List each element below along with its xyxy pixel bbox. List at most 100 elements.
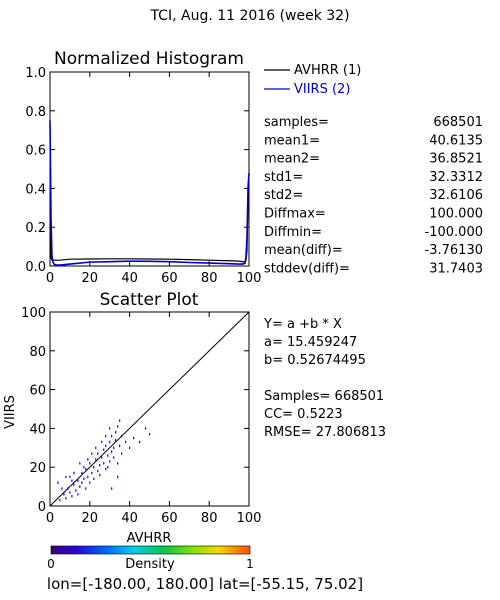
scatter-point <box>97 469 99 473</box>
footer-coordinates: lon=[-180.00, 180.00] lat=[-55.15, 75.02… <box>47 575 363 593</box>
scatter-point <box>89 462 91 465</box>
scatter-point <box>85 467 87 471</box>
stat-label: stddev(diff)= <box>264 261 350 276</box>
scatter-y-tick-label: 100 <box>21 306 46 321</box>
histogram-x-tick-label: 80 <box>201 271 218 286</box>
scatter-y-axis-label: VIIRS <box>3 395 18 429</box>
scatter-stat-line: CC= 0.5223 <box>264 407 343 422</box>
scatter-point <box>65 475 67 479</box>
scatter-x-tick-label: 100 <box>237 511 262 526</box>
histogram-x-tick-label: 0 <box>46 271 54 286</box>
scatter-point <box>115 438 117 442</box>
stat-value: 32.6106 <box>429 188 483 203</box>
scatter-point <box>99 473 101 477</box>
scatter-point <box>105 434 107 438</box>
stat-label: mean(diff)= <box>264 243 343 258</box>
scatter-point <box>109 440 111 444</box>
histogram-legend: AVHRR (1) VIIRS (2) <box>264 63 361 97</box>
scatter-point <box>59 498 61 502</box>
scatter-point <box>105 444 107 448</box>
stat-label: mean2= <box>264 152 320 167</box>
stat-value: 100.000 <box>429 207 483 222</box>
stat-value: 31.7403 <box>429 261 483 276</box>
scatter-title: Scatter Plot <box>100 290 199 310</box>
scatter-y-tick-label: 80 <box>29 345 46 360</box>
scatter-point <box>93 466 95 469</box>
scatter-point <box>95 458 97 461</box>
scatter-point <box>87 475 89 479</box>
stat-label: mean1= <box>264 133 320 148</box>
scatter-point <box>111 434 113 438</box>
histogram-x-tick-label: 40 <box>121 271 138 286</box>
scatter-point <box>105 467 107 471</box>
scatter-point <box>119 444 121 448</box>
histogram-y-tick-label: 0.6 <box>25 144 46 159</box>
scatter-point <box>101 440 103 444</box>
scatter-point <box>77 493 79 496</box>
scatter-point <box>129 446 131 449</box>
histogram-panel: Normalized Histogram AVHRR (1) VIIRS (2)… <box>25 49 483 286</box>
density-colorbar: 0 Density 1 <box>47 545 254 572</box>
scatter-point <box>117 475 119 479</box>
colorbar-label: Density <box>125 557 175 572</box>
scatter-point <box>73 483 75 486</box>
scatter-point <box>77 479 79 482</box>
scatter-point <box>73 471 75 475</box>
scatter-point <box>57 481 59 484</box>
histogram-y-tick-label: 0.4 <box>25 182 46 197</box>
scatter-point <box>91 471 93 475</box>
scatter-point <box>83 477 85 481</box>
histogram-y-tick-label: 0.8 <box>25 105 46 120</box>
stat-value: -100.000 <box>425 225 483 240</box>
histogram-stats: samples= 668501 mean1= 40.6135 mean2= 36.8521… <box>264 115 483 276</box>
scatter-y-tick-label: 0 <box>38 500 46 515</box>
scatter-point <box>121 452 123 455</box>
scatter-y-tick-label: 20 <box>29 461 46 476</box>
scatter-point <box>115 431 117 434</box>
scatter-panel: Scatter Plot AVHRR VIIRS Y= a +b * X a= 1… <box>3 290 386 546</box>
stat-value: 32.3312 <box>429 170 483 185</box>
scatter-x-tick-label: 40 <box>121 511 138 526</box>
scatter-x-axis-label: AVHRR <box>127 531 172 546</box>
scatter-point <box>103 448 105 451</box>
colorbar-max-label: 1 <box>246 557 254 571</box>
stat-label: Diffmax= <box>264 207 326 222</box>
stat-label: samples= <box>264 115 329 130</box>
histogram-y-tick-label: 0.0 <box>25 260 46 275</box>
scatter-point <box>81 471 83 475</box>
scatter-point <box>109 427 111 430</box>
scatter-stat-line: Samples= 668501 <box>264 389 384 404</box>
scatter-point <box>148 433 151 436</box>
stat-label: std2= <box>264 188 303 203</box>
scatter-point <box>103 462 105 465</box>
scatter-point <box>89 481 91 484</box>
scatter-x-tick-label: 20 <box>82 511 99 526</box>
histogram-title: Normalized Histogram <box>54 49 244 69</box>
scatter-point <box>71 479 73 482</box>
scatter-point <box>111 487 113 490</box>
scatter-point <box>97 452 99 455</box>
histogram-x-tick-label: 60 <box>161 271 178 286</box>
scatter-point <box>117 462 119 465</box>
scatter-point <box>113 446 115 449</box>
scatter-point <box>79 485 81 488</box>
scatter-point <box>69 475 71 479</box>
scatter-stat-line: Y= a +b * X <box>263 317 342 332</box>
scatter-point <box>125 440 127 444</box>
scatter-point <box>63 493 65 496</box>
scatter-point <box>67 487 69 490</box>
scatter-stats: Y= a +b * X a= 15.459247 b= 0.52674495 Samp… <box>263 317 386 440</box>
scatter-point <box>99 464 101 467</box>
scatter-point <box>87 458 89 461</box>
histogram-x-tick-label: 20 <box>82 271 99 286</box>
scatter-point <box>113 456 115 459</box>
scatter-y-tick-label: 60 <box>29 384 46 399</box>
scatter-point <box>138 440 141 444</box>
scatter-point <box>71 495 73 498</box>
scatter-point <box>61 487 63 490</box>
histogram-x-tick-label: 100 <box>237 271 262 286</box>
scatter-point <box>132 436 135 440</box>
scatter-stat-line: a= 15.459247 <box>264 335 357 350</box>
